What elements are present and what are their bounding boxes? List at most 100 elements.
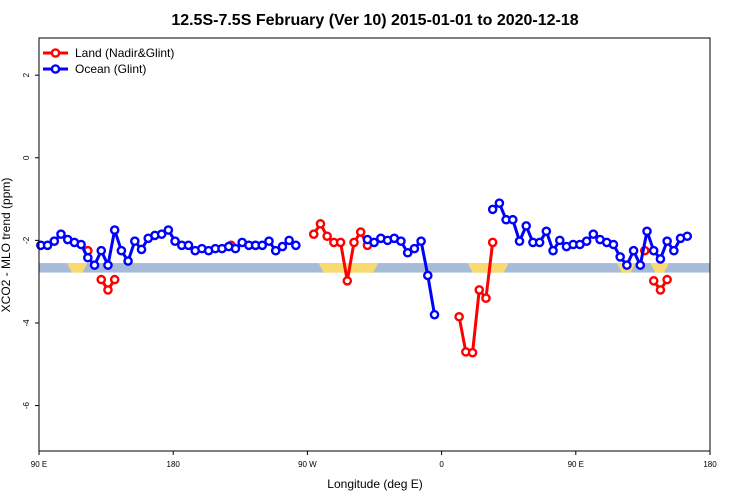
- series-1-point-2-10: [554, 235, 565, 246]
- series-0-point-4-3: [474, 285, 485, 295]
- land-band-segment-0: [66, 263, 88, 273]
- series-1-point-1-7: [409, 243, 420, 254]
- series-1-point-2-25: [655, 254, 666, 264]
- y-tick-label-2: -2: [22, 236, 31, 244]
- series-1-point-2-18: [608, 239, 619, 250]
- series-1-point-0-22: [183, 240, 194, 251]
- series-1-point-2-15: [588, 229, 599, 239]
- x-tick-label-0: 90 E: [31, 460, 47, 469]
- series-1-point-0-35: [270, 245, 281, 256]
- series-0-point-3-1: [315, 219, 326, 229]
- series-1-point-1-9: [423, 270, 433, 281]
- series-1-point-0-18: [156, 229, 167, 239]
- series-0-point-4-5: [487, 237, 498, 248]
- series-0-point-3-6: [349, 237, 359, 248]
- series-1-point-0-12: [116, 245, 127, 256]
- series-1-point-0-38: [291, 240, 301, 251]
- legend-land-label: Land (Nadir&Glint): [75, 46, 174, 60]
- series-layer: [36, 198, 693, 358]
- legend-item-land: Land (Nadir&Glint): [43, 46, 174, 60]
- y-axis: 2 0 -2 -4 -6: [22, 72, 39, 409]
- x-tick-label-1: 180: [167, 460, 181, 469]
- series-0: [83, 219, 672, 358]
- series-1-point-0-8: [89, 260, 100, 270]
- land-band-segment-4: [650, 263, 669, 273]
- series-0-point-6-2: [662, 274, 672, 285]
- series-0-point-3-7: [355, 227, 366, 237]
- series-1-point-2-0: [487, 204, 498, 215]
- series-1-point-2-22: [635, 260, 646, 270]
- series-0-point-1-1: [103, 285, 113, 295]
- series-1-point-2-24: [648, 245, 659, 256]
- legend-land-marker: [50, 48, 61, 58]
- plot-frame: [38, 37, 711, 452]
- series-0-point-3-5: [342, 276, 353, 286]
- series-1-point-0-34: [264, 236, 274, 246]
- series-1-point-2-26: [662, 236, 672, 246]
- series-0-point-6-1: [655, 285, 666, 295]
- series-0-point-3-0: [308, 229, 319, 239]
- series-0-point-3-2: [322, 231, 332, 242]
- legend: Land (Nadir&Glint) Ocean (Glint): [43, 46, 174, 76]
- series-0-point-1-0: [96, 274, 107, 285]
- x-axis: 90 E 180 90 W 0 90 E 180: [31, 451, 717, 469]
- series-1-point-0-10: [103, 260, 113, 270]
- series-1-point-2-20: [622, 260, 632, 270]
- series-1-point-1-1: [369, 237, 379, 248]
- series-0-point-4-0: [454, 311, 464, 322]
- series-1-point-0-9: [96, 245, 107, 256]
- series-1-point-1-8: [416, 236, 426, 246]
- y-axis-title: XCO2 - MLO trend (ppm): [0, 178, 13, 313]
- series-1-point-2-14: [581, 236, 592, 246]
- series-1-point-2-9: [548, 245, 558, 256]
- series-1-point-2-1: [494, 198, 505, 208]
- series-1-point-0-29: [230, 243, 241, 254]
- series-1-point-0-36: [277, 241, 288, 252]
- x-tick-label-2: 90 W: [298, 460, 317, 469]
- series-1-point-2-3: [508, 214, 518, 225]
- series-1-point-2-21: [628, 245, 639, 256]
- series-1-point-0-15: [136, 244, 147, 255]
- series-0-point-6-0: [648, 276, 659, 286]
- series-0-point-4-2: [467, 347, 478, 358]
- x-tick-label-5: 180: [703, 460, 717, 469]
- land-ocean-band: [39, 263, 710, 273]
- series-1-point-0-19: [163, 225, 174, 235]
- x-axis-title: Longitude (deg E): [327, 477, 422, 491]
- series-1: [36, 198, 693, 320]
- y-tick-label-0: 2: [22, 72, 31, 77]
- series-1-point-2-19: [615, 252, 625, 262]
- series-1-point-0-33: [257, 240, 268, 251]
- legend-ocean-label: Ocean (Glint): [75, 62, 146, 76]
- series-1-point-0-11: [109, 225, 120, 235]
- series-1-point-0-13: [123, 256, 133, 266]
- series-1-point-0-7: [83, 252, 93, 263]
- legend-item-ocean: Ocean (Glint): [43, 62, 146, 76]
- y-tick-label-4: -6: [22, 401, 31, 409]
- series-1-point-2-8: [541, 226, 552, 237]
- series-1-point-2-23: [642, 226, 652, 237]
- x-tick-label-3: 0: [439, 460, 444, 469]
- series-1-point-2-29: [682, 231, 693, 242]
- x-tick-label-4: 90 E: [568, 460, 584, 469]
- chart-title: 12.5S-7.5S February (Ver 10) 2015-01-01 …: [171, 12, 578, 29]
- series-1-point-0-3: [56, 229, 66, 239]
- series-1-point-2-4: [514, 236, 525, 246]
- series-1-point-2-7: [534, 237, 545, 248]
- series-1-point-1-5: [396, 236, 406, 246]
- series-1-point-0-14: [130, 236, 140, 246]
- series-1-point-0-6: [76, 239, 86, 250]
- legend-ocean-marker: [50, 64, 61, 74]
- series-1-point-2-27: [669, 245, 679, 256]
- series-1-point-0-2: [49, 236, 60, 246]
- series-0-point-1-2: [109, 274, 120, 285]
- series-0-point-3-4: [335, 237, 346, 248]
- series-0-line-4: [457, 242, 495, 355]
- series-1-point-0-20: [170, 236, 180, 246]
- series-1-point-1-6: [402, 247, 413, 258]
- series-0-point-4-4: [481, 293, 491, 303]
- series-1-point-0-1: [42, 240, 53, 251]
- series-1-point-0-37: [284, 235, 294, 246]
- series-1-point-2-5: [521, 221, 532, 231]
